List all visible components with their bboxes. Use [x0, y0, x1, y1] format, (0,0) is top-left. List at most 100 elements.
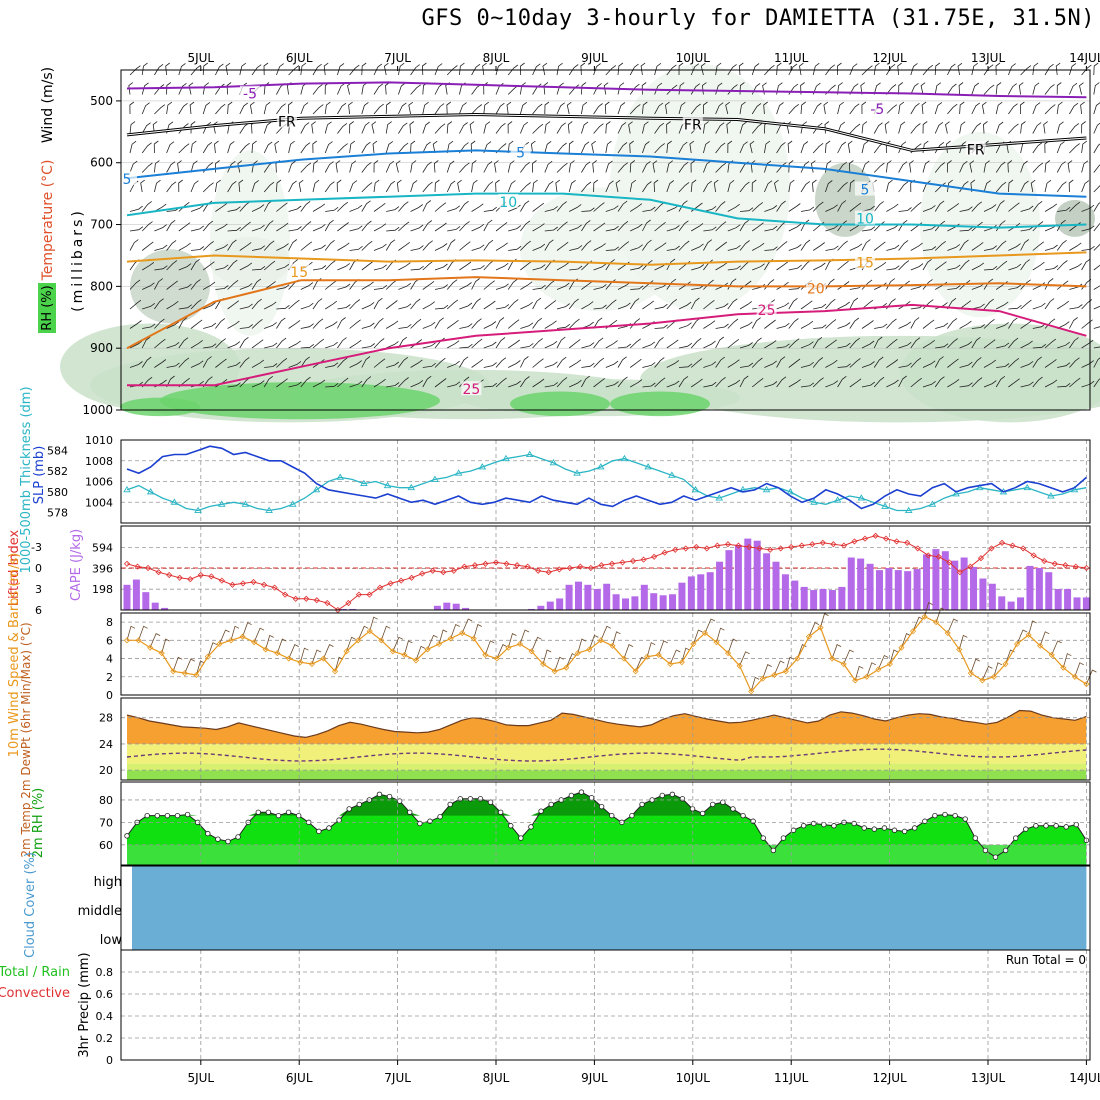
- cape-bar: [132, 579, 140, 610]
- contour-label-bg: [756, 302, 777, 317]
- li-point: [1009, 542, 1016, 549]
- cape-bar: [725, 550, 733, 610]
- wind10-barb: [531, 636, 542, 652]
- precip-frame: [120, 949, 1091, 1061]
- wind-barb: [983, 204, 997, 212]
- wind-barb: [825, 278, 835, 290]
- wind-barb: [593, 179, 599, 193]
- wind-barb: [947, 285, 961, 290]
- cape-bar: [988, 583, 996, 610]
- cape-bar: [819, 589, 827, 610]
- wind10-barb: [612, 631, 621, 646]
- wind-barb: [666, 225, 680, 232]
- wind-barb: [166, 101, 173, 115]
- wind10-point: [736, 662, 743, 669]
- wind-barb: [995, 240, 1007, 251]
- wind-barb: [1020, 381, 1034, 388]
- contour-label: 25: [758, 303, 776, 319]
- wind-barb: [727, 140, 733, 154]
- li-point: [819, 539, 826, 546]
- wind10-point: [262, 646, 269, 653]
- wind-barb: [264, 342, 278, 349]
- wind-barb: [1069, 143, 1080, 154]
- wind10-barb: [808, 622, 820, 637]
- wind-barb: [483, 300, 496, 310]
- wind-barb: [1069, 201, 1081, 212]
- wind-barb: [188, 82, 194, 95]
- cape-bar: [960, 557, 968, 610]
- wind-barb: [959, 382, 973, 388]
- rh-point: [962, 816, 968, 822]
- wind-barb: [215, 83, 225, 95]
- run-total: Run Total = 0: [1006, 953, 1086, 967]
- li-point: [187, 576, 194, 583]
- wind-barb: [849, 179, 855, 193]
- wind-barb: [373, 223, 387, 232]
- wind-barb: [215, 103, 226, 115]
- wind-barb: [154, 338, 166, 349]
- wind-barb: [556, 162, 568, 173]
- rh-point: [720, 799, 726, 805]
- wind-barb: [276, 284, 290, 290]
- wind10-barb: [219, 629, 230, 645]
- rh-point: [225, 838, 231, 845]
- wind-barb: [227, 160, 236, 173]
- slp-label: SLP (mb): [32, 446, 47, 505]
- thickness-point: [170, 498, 179, 505]
- wind-barb: [532, 223, 545, 232]
- cape-bar: [951, 560, 959, 610]
- wind-barb: [703, 381, 717, 388]
- li-point: [629, 557, 637, 565]
- cape-bar: [734, 544, 742, 610]
- wind-barb: [483, 181, 494, 193]
- wind-barb: [812, 336, 823, 349]
- wind-barb: [605, 299, 617, 310]
- cape-bar: [753, 540, 761, 610]
- wind-barb: [690, 358, 703, 368]
- wind10-point: [875, 666, 882, 673]
- wind10-point: [424, 646, 431, 653]
- wind10-barb: [323, 644, 334, 659]
- li-point: [714, 542, 721, 549]
- wind10-barb: [681, 647, 690, 663]
- wind10-point: [147, 644, 154, 651]
- wind-barb: [337, 63, 345, 76]
- li-point: [292, 595, 299, 602]
- wind-barb: [312, 379, 326, 388]
- wind-barb: [203, 302, 216, 310]
- wind-barb: [897, 62, 902, 76]
- wind-barb: [141, 82, 149, 95]
- rh-shading: [1055, 199, 1095, 237]
- wind-barb: [361, 220, 372, 232]
- wind-barb: [727, 84, 738, 95]
- wind-barb: [812, 201, 824, 212]
- li-point: [998, 539, 1006, 546]
- temperature-legend: Temperature (°C): [40, 160, 56, 282]
- wind-barb: [958, 82, 964, 95]
- pressure-tick-label: 900: [90, 341, 113, 355]
- li-point: [956, 569, 963, 576]
- wind-barb: [983, 265, 998, 271]
- wind-barb: [349, 180, 358, 193]
- wind-barb: [799, 62, 804, 76]
- wind-barb: [422, 200, 432, 212]
- cape-bar: [556, 598, 564, 610]
- wind-barb: [886, 359, 899, 368]
- li-point: [324, 599, 331, 607]
- wind-barb: [178, 283, 192, 290]
- wind10-point: [667, 660, 674, 668]
- wind-barb: [910, 337, 921, 349]
- wind-barb: [642, 141, 650, 154]
- wind-barb: [800, 320, 814, 329]
- rh-point: [477, 796, 484, 802]
- wind10-point: [817, 624, 824, 631]
- wind-barb: [1081, 64, 1092, 76]
- wind-barb: [654, 221, 666, 232]
- wind-barb: [386, 226, 400, 232]
- wind-barb: [983, 180, 991, 193]
- wind-barb: [957, 62, 963, 76]
- wind-barb: [810, 160, 816, 173]
- cape-bar: [603, 583, 611, 610]
- wind-barb: [288, 180, 297, 193]
- contour-label: 15: [856, 255, 874, 271]
